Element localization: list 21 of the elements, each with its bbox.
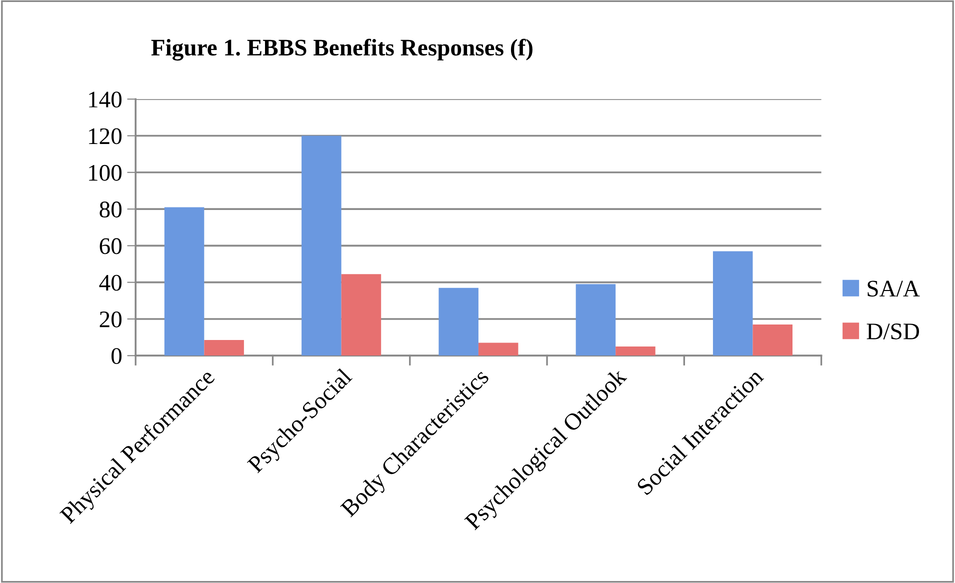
y-tick-label: 100 xyxy=(89,164,122,181)
bar xyxy=(752,324,792,356)
bar xyxy=(302,136,342,356)
y-tick-label: 140 xyxy=(89,92,122,108)
bar xyxy=(576,284,616,356)
bar xyxy=(204,340,244,356)
y-tick-label: 0 xyxy=(112,348,122,364)
y-tick-label: 80 xyxy=(100,202,122,218)
bar xyxy=(164,207,204,356)
y-tick-label: 120 xyxy=(89,128,122,144)
legend-label: D/SD xyxy=(866,324,920,340)
bar xyxy=(478,342,518,356)
bar xyxy=(438,288,478,356)
bar xyxy=(616,346,656,356)
y-tick-label: 60 xyxy=(100,238,122,254)
bar xyxy=(712,251,753,356)
legend-label: SA/A xyxy=(868,280,920,297)
bar xyxy=(341,274,382,356)
chart-title: Figure 1. EBBS Benefits Responses (f) xyxy=(151,38,532,61)
y-tick-label: 40 xyxy=(99,274,122,291)
y-tick-label: 20 xyxy=(100,311,122,328)
